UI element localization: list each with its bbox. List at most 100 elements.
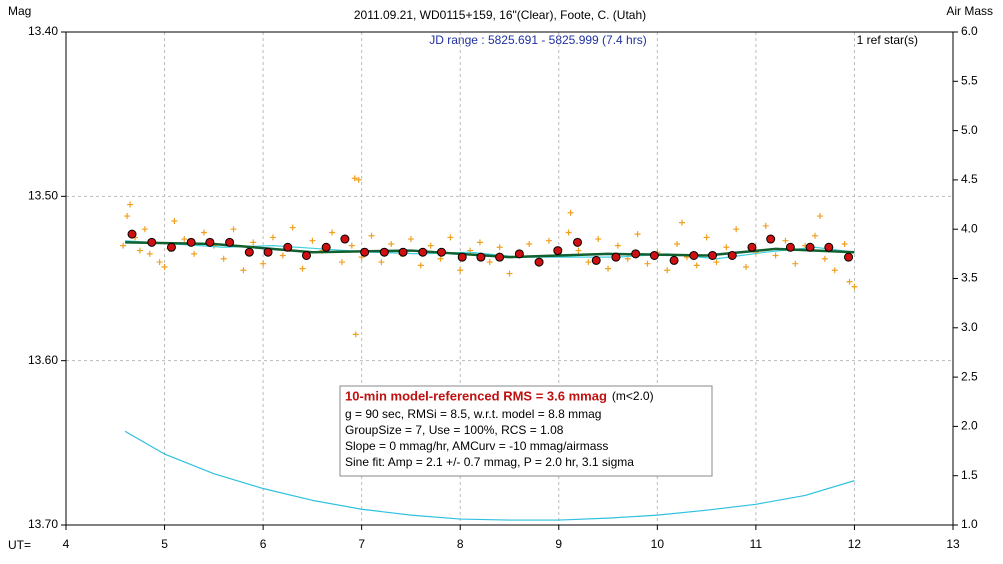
stats-line: Sine fit: Amp = 2.1 +/- 0.7 mmag, P = 2.… xyxy=(345,455,634,469)
binned-point xyxy=(766,234,776,244)
y-tick-label: 13.40 xyxy=(28,24,58,38)
raw-point xyxy=(565,229,572,236)
raw-point xyxy=(674,240,681,247)
stats-box xyxy=(339,385,713,477)
binned-point xyxy=(225,237,235,247)
y2-tick-label: 4.0 xyxy=(961,221,978,235)
binned-point xyxy=(495,252,505,262)
series-line xyxy=(124,430,855,521)
raw-point xyxy=(447,234,454,241)
x-tick-label: 11 xyxy=(750,537,763,551)
raw-point xyxy=(595,236,602,243)
raw-point xyxy=(191,250,198,257)
binned-point xyxy=(476,252,486,262)
binned-point xyxy=(166,242,176,252)
raw-point xyxy=(782,237,789,244)
raw-point xyxy=(743,263,750,270)
x-tick-label: 7 xyxy=(358,537,365,551)
raw-point xyxy=(141,226,148,233)
raw-point xyxy=(388,240,395,247)
raw-point xyxy=(351,175,358,182)
raw-point xyxy=(762,222,769,229)
raw-point xyxy=(146,250,153,257)
binned-point xyxy=(436,247,446,257)
x-tick-label: 5 xyxy=(161,537,168,551)
raw-point xyxy=(821,255,828,262)
binned-point xyxy=(669,255,679,265)
binned-point xyxy=(514,249,524,259)
raw-point xyxy=(161,263,168,270)
binned-point xyxy=(805,242,815,252)
raw-point xyxy=(723,244,730,251)
raw-point xyxy=(605,265,612,272)
raw-point xyxy=(355,176,362,183)
binned-point xyxy=(147,237,157,247)
x-tick-label: 10 xyxy=(651,537,665,551)
y2-tick-label: 2.0 xyxy=(961,419,978,433)
raw-point xyxy=(678,219,685,226)
y2-tick-label: 6.0 xyxy=(961,24,978,38)
raw-point xyxy=(496,244,503,251)
raw-point xyxy=(200,229,207,236)
binned-point xyxy=(573,237,583,247)
raw-point xyxy=(181,236,188,243)
binned-point xyxy=(727,250,737,260)
binned-point xyxy=(591,255,601,265)
raw-point xyxy=(772,252,779,259)
raw-point xyxy=(733,226,740,233)
raw-point xyxy=(437,255,444,262)
raw-point xyxy=(816,213,823,220)
y2-tick-label: 1.5 xyxy=(961,468,978,482)
raw-point xyxy=(260,260,267,267)
binned-point xyxy=(785,242,795,252)
binned-point xyxy=(534,257,544,267)
raw-point xyxy=(329,229,336,236)
y-tick-label: 13.60 xyxy=(28,353,58,367)
stats-headline-note: (m<2.0) xyxy=(612,389,654,403)
jd-range: JD range : 5825.691 - 5825.999 (7.4 hrs) xyxy=(429,33,646,47)
chart-title: 2011.09.21, WD0115+159, 16"(Clear), Foot… xyxy=(354,8,646,22)
x-tick-label: 4 xyxy=(63,537,70,551)
binned-point xyxy=(340,234,350,244)
binned-point xyxy=(263,247,273,257)
binned-point xyxy=(418,247,428,257)
raw-point xyxy=(230,226,237,233)
binned-point xyxy=(186,237,196,247)
raw-point xyxy=(338,259,345,266)
raw-point xyxy=(352,331,359,338)
binned-point xyxy=(127,229,137,239)
raw-point xyxy=(299,265,306,272)
raw-point xyxy=(703,234,710,241)
raw-point xyxy=(289,224,296,231)
raw-point xyxy=(693,262,700,269)
raw-point xyxy=(120,242,127,249)
raw-point xyxy=(457,267,464,274)
binned-point xyxy=(844,252,854,262)
raw-point xyxy=(846,278,853,285)
raw-point xyxy=(240,267,247,274)
x-tick-label: 12 xyxy=(848,537,862,551)
plot-frame xyxy=(65,31,954,526)
raw-point xyxy=(526,240,533,247)
raw-point xyxy=(567,209,574,216)
raw-point xyxy=(585,259,592,266)
stats-line: GroupSize = 7, Use = 100%, RCS = 1.08 xyxy=(345,423,564,437)
binned-point xyxy=(321,242,331,252)
binned-point xyxy=(283,242,293,252)
binned-point xyxy=(379,247,389,257)
raw-point xyxy=(851,283,858,290)
stats-line: g = 90 sec, RMSi = 8.5, w.r.t. model = 8… xyxy=(345,407,601,421)
raw-point xyxy=(368,232,375,239)
y2-tick-label: 3.0 xyxy=(961,320,978,334)
ref-stars: 1 ref star(s) xyxy=(857,33,918,47)
y-tick-label: 13.50 xyxy=(28,189,58,203)
raw-point xyxy=(309,237,316,244)
y2-tick-label: 1.0 xyxy=(961,517,978,531)
raw-point xyxy=(644,260,651,267)
raw-point xyxy=(476,239,483,246)
raw-point xyxy=(156,259,163,266)
binned-point xyxy=(205,237,215,247)
raw-point xyxy=(171,217,178,224)
stats-headline: 10-min model-referenced RMS = 3.6 mmag xyxy=(345,388,607,403)
